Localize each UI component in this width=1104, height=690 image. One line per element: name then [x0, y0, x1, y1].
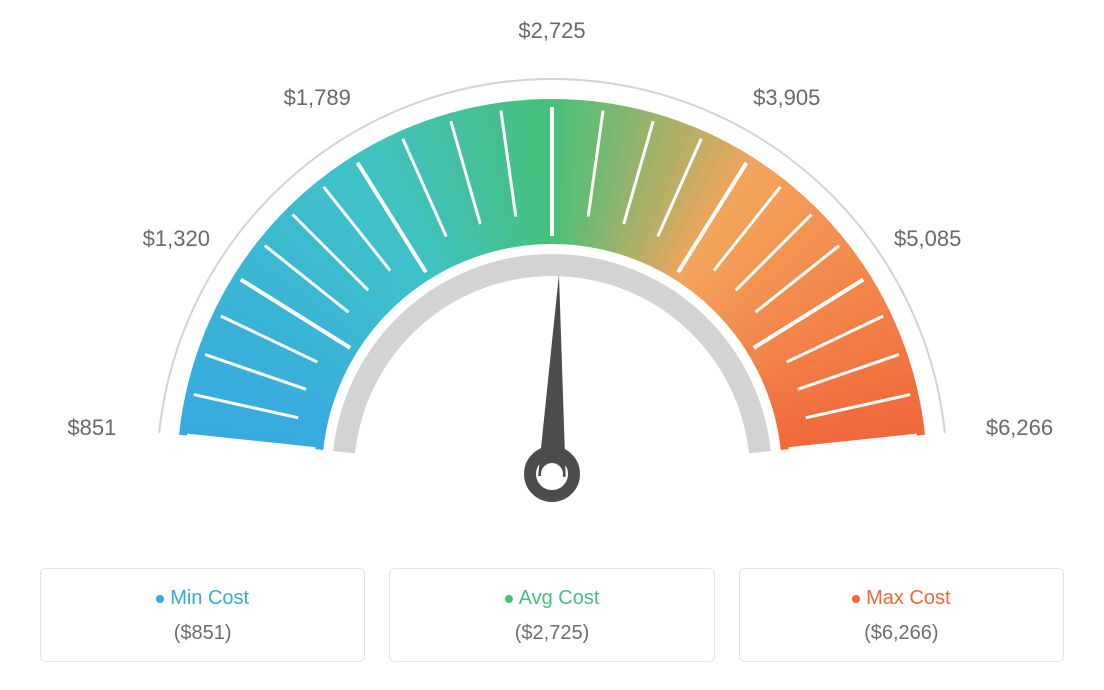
gauge-tick-label: $5,085 — [894, 226, 961, 252]
gauge-tick-label: $6,266 — [986, 415, 1053, 441]
legend-card: Max Cost ($6,266) — [739, 568, 1064, 662]
legend-value: ($6,266) — [750, 622, 1053, 645]
legend-title-text: Min Cost — [170, 587, 249, 609]
legend-card: Min Cost ($851) — [40, 568, 365, 662]
cost-gauge: $851 $1,320 $1,789 $2,725 $3,905 $5,085 $6,266 — [42, 14, 1062, 514]
legend-card: Avg Cost ($2,725) — [389, 568, 714, 662]
legend-dot-icon — [852, 595, 860, 603]
legend-title-text: Avg Cost — [519, 587, 600, 609]
legend-title: Min Cost — [51, 587, 354, 610]
gauge-tick-label: $1,789 — [284, 85, 351, 111]
legend-dot-icon — [505, 595, 513, 603]
legend-value: ($851) — [51, 622, 354, 645]
legend-title-text: Max Cost — [866, 587, 950, 609]
legend-title: Avg Cost — [400, 587, 703, 610]
gauge-tick-label: $851 — [67, 415, 116, 441]
gauge-tick-label: $1,320 — [143, 226, 210, 252]
legend-title: Max Cost — [750, 587, 1053, 610]
legend-row: Min Cost ($851) Avg Cost ($2,725) Max Cost ($… — [40, 568, 1064, 662]
gauge-svg — [42, 14, 1062, 514]
gauge-tick-label: $3,905 — [753, 85, 820, 111]
legend-value: ($2,725) — [400, 622, 703, 645]
legend-dot-icon — [156, 595, 164, 603]
gauge-tick-label: $2,725 — [518, 18, 585, 44]
